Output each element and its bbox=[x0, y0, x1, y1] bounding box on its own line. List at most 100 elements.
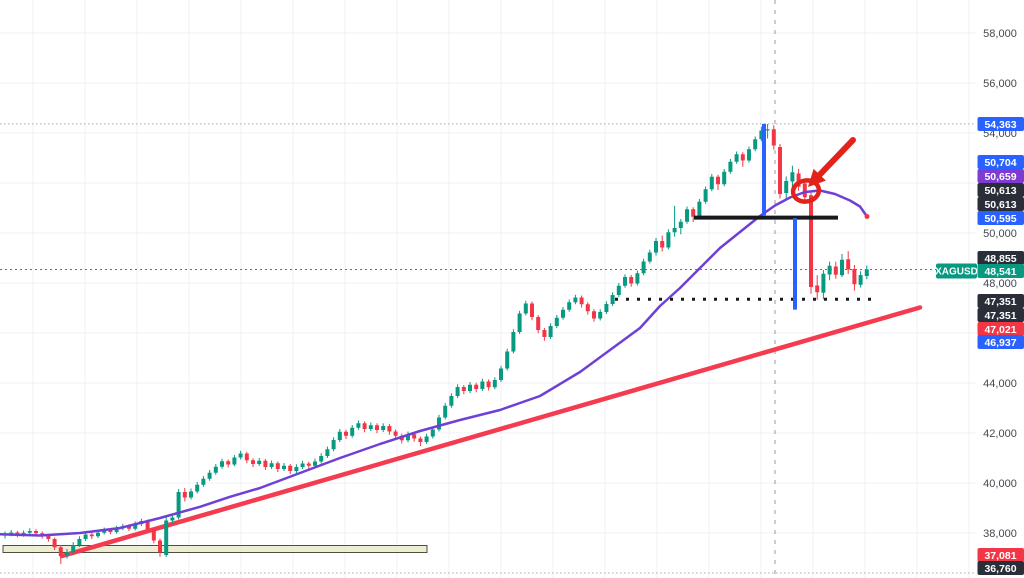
price-axis[interactable]: 58,00056,00054,00052,00050,00048,00046,0… bbox=[935, 28, 1024, 575]
candle-body bbox=[102, 530, 107, 533]
price-label bbox=[977, 335, 1024, 349]
candle-body bbox=[21, 532, 26, 535]
candle-body bbox=[238, 453, 243, 458]
candle-body bbox=[499, 368, 503, 380]
candle-body bbox=[660, 241, 665, 248]
candle-body bbox=[858, 275, 863, 285]
candle-body bbox=[747, 149, 751, 161]
price-label-text: 50,613 bbox=[984, 185, 1016, 197]
candle-body bbox=[257, 460, 262, 464]
candle-body bbox=[784, 181, 789, 193]
candle-body bbox=[492, 380, 497, 388]
price-label-text: 37,081 bbox=[984, 550, 1016, 562]
candle-body bbox=[536, 317, 541, 330]
price-label bbox=[977, 548, 1024, 562]
candle-body bbox=[629, 277, 634, 284]
candle-body bbox=[424, 436, 429, 442]
candle-body bbox=[306, 463, 311, 466]
candle-body bbox=[27, 531, 32, 533]
candle-body bbox=[114, 528, 119, 532]
price-label-text: 48,855 bbox=[984, 253, 1016, 265]
candle-body bbox=[722, 171, 727, 185]
candle-body bbox=[65, 552, 69, 556]
candle-body bbox=[796, 173, 801, 187]
candle-body bbox=[765, 129, 770, 131]
candle-body bbox=[771, 129, 776, 146]
candle-body bbox=[437, 417, 441, 430]
arrow-annotation[interactable] bbox=[808, 137, 856, 187]
candle-body bbox=[505, 351, 510, 369]
circle-annotation[interactable] bbox=[790, 178, 822, 204]
candle-body bbox=[368, 425, 373, 429]
candle-body bbox=[852, 269, 857, 285]
candle-body bbox=[833, 266, 838, 275]
candle-body bbox=[443, 405, 448, 418]
candle-body bbox=[331, 440, 336, 450]
candle-body bbox=[567, 302, 572, 310]
candle-body bbox=[759, 130, 764, 140]
candle-body bbox=[176, 492, 181, 518]
range-high-low-lines bbox=[0, 123, 976, 574]
candle-body bbox=[610, 295, 615, 304]
price-label bbox=[977, 211, 1024, 225]
price-label-text: 50,595 bbox=[984, 213, 1016, 225]
candle-body bbox=[734, 154, 739, 162]
candle-body bbox=[393, 431, 398, 436]
axis-tick-label: 48,000 bbox=[983, 278, 1017, 290]
candle-body bbox=[77, 539, 82, 545]
candle-body bbox=[207, 472, 212, 479]
candle-body bbox=[337, 431, 342, 440]
price-label-text: 50,704 bbox=[984, 157, 1016, 169]
rectangle-drawing[interactable] bbox=[2, 545, 428, 553]
candle-body bbox=[517, 313, 522, 332]
candle-body bbox=[195, 484, 200, 492]
candle-body bbox=[269, 463, 274, 467]
candle-body bbox=[89, 534, 94, 537]
candle-body bbox=[840, 259, 844, 276]
price-label bbox=[977, 251, 1024, 265]
candle-body bbox=[282, 465, 286, 469]
candle-body bbox=[71, 545, 76, 553]
candle-body bbox=[9, 532, 14, 535]
candle-body bbox=[511, 332, 516, 352]
candle-body bbox=[728, 161, 733, 172]
candle-body bbox=[381, 426, 386, 430]
axis-tick-label: 38,000 bbox=[983, 528, 1017, 540]
candle-body bbox=[170, 517, 175, 521]
ma-end-dot bbox=[864, 214, 870, 220]
candle-body bbox=[96, 532, 100, 537]
candle-body bbox=[356, 423, 361, 428]
candle-body bbox=[523, 303, 528, 314]
arrow-head bbox=[808, 168, 826, 187]
price-label-text: 54,363 bbox=[984, 119, 1016, 131]
candle-body bbox=[846, 259, 851, 270]
trend-line-drawing[interactable] bbox=[59, 305, 923, 559]
price-label-text: 50,613 bbox=[984, 199, 1016, 211]
candle-body bbox=[790, 172, 795, 182]
candle-body bbox=[362, 423, 367, 429]
ma-path bbox=[0, 189, 869, 537]
candle-body bbox=[52, 539, 57, 548]
candle-body bbox=[325, 449, 330, 456]
candle-body bbox=[468, 384, 472, 391]
candle-body bbox=[406, 434, 410, 441]
price-label-text: 36,760 bbox=[984, 563, 1016, 575]
grid-lines bbox=[0, 0, 976, 578]
axis-tick-label: 42,000 bbox=[983, 428, 1017, 440]
candle-body bbox=[740, 154, 745, 161]
candle-body bbox=[182, 492, 187, 498]
candle-body bbox=[666, 232, 671, 248]
candle-body bbox=[672, 228, 677, 233]
candle-body bbox=[592, 311, 596, 319]
candle-body bbox=[232, 457, 237, 465]
candle-body bbox=[598, 312, 603, 319]
candle-body bbox=[802, 183, 807, 198]
price-label bbox=[977, 322, 1024, 336]
axis-tick-label: 58,000 bbox=[983, 28, 1017, 40]
candle-body bbox=[827, 265, 832, 275]
candle-body bbox=[647, 252, 652, 262]
candle-body bbox=[294, 467, 299, 471]
price-label bbox=[977, 169, 1024, 183]
